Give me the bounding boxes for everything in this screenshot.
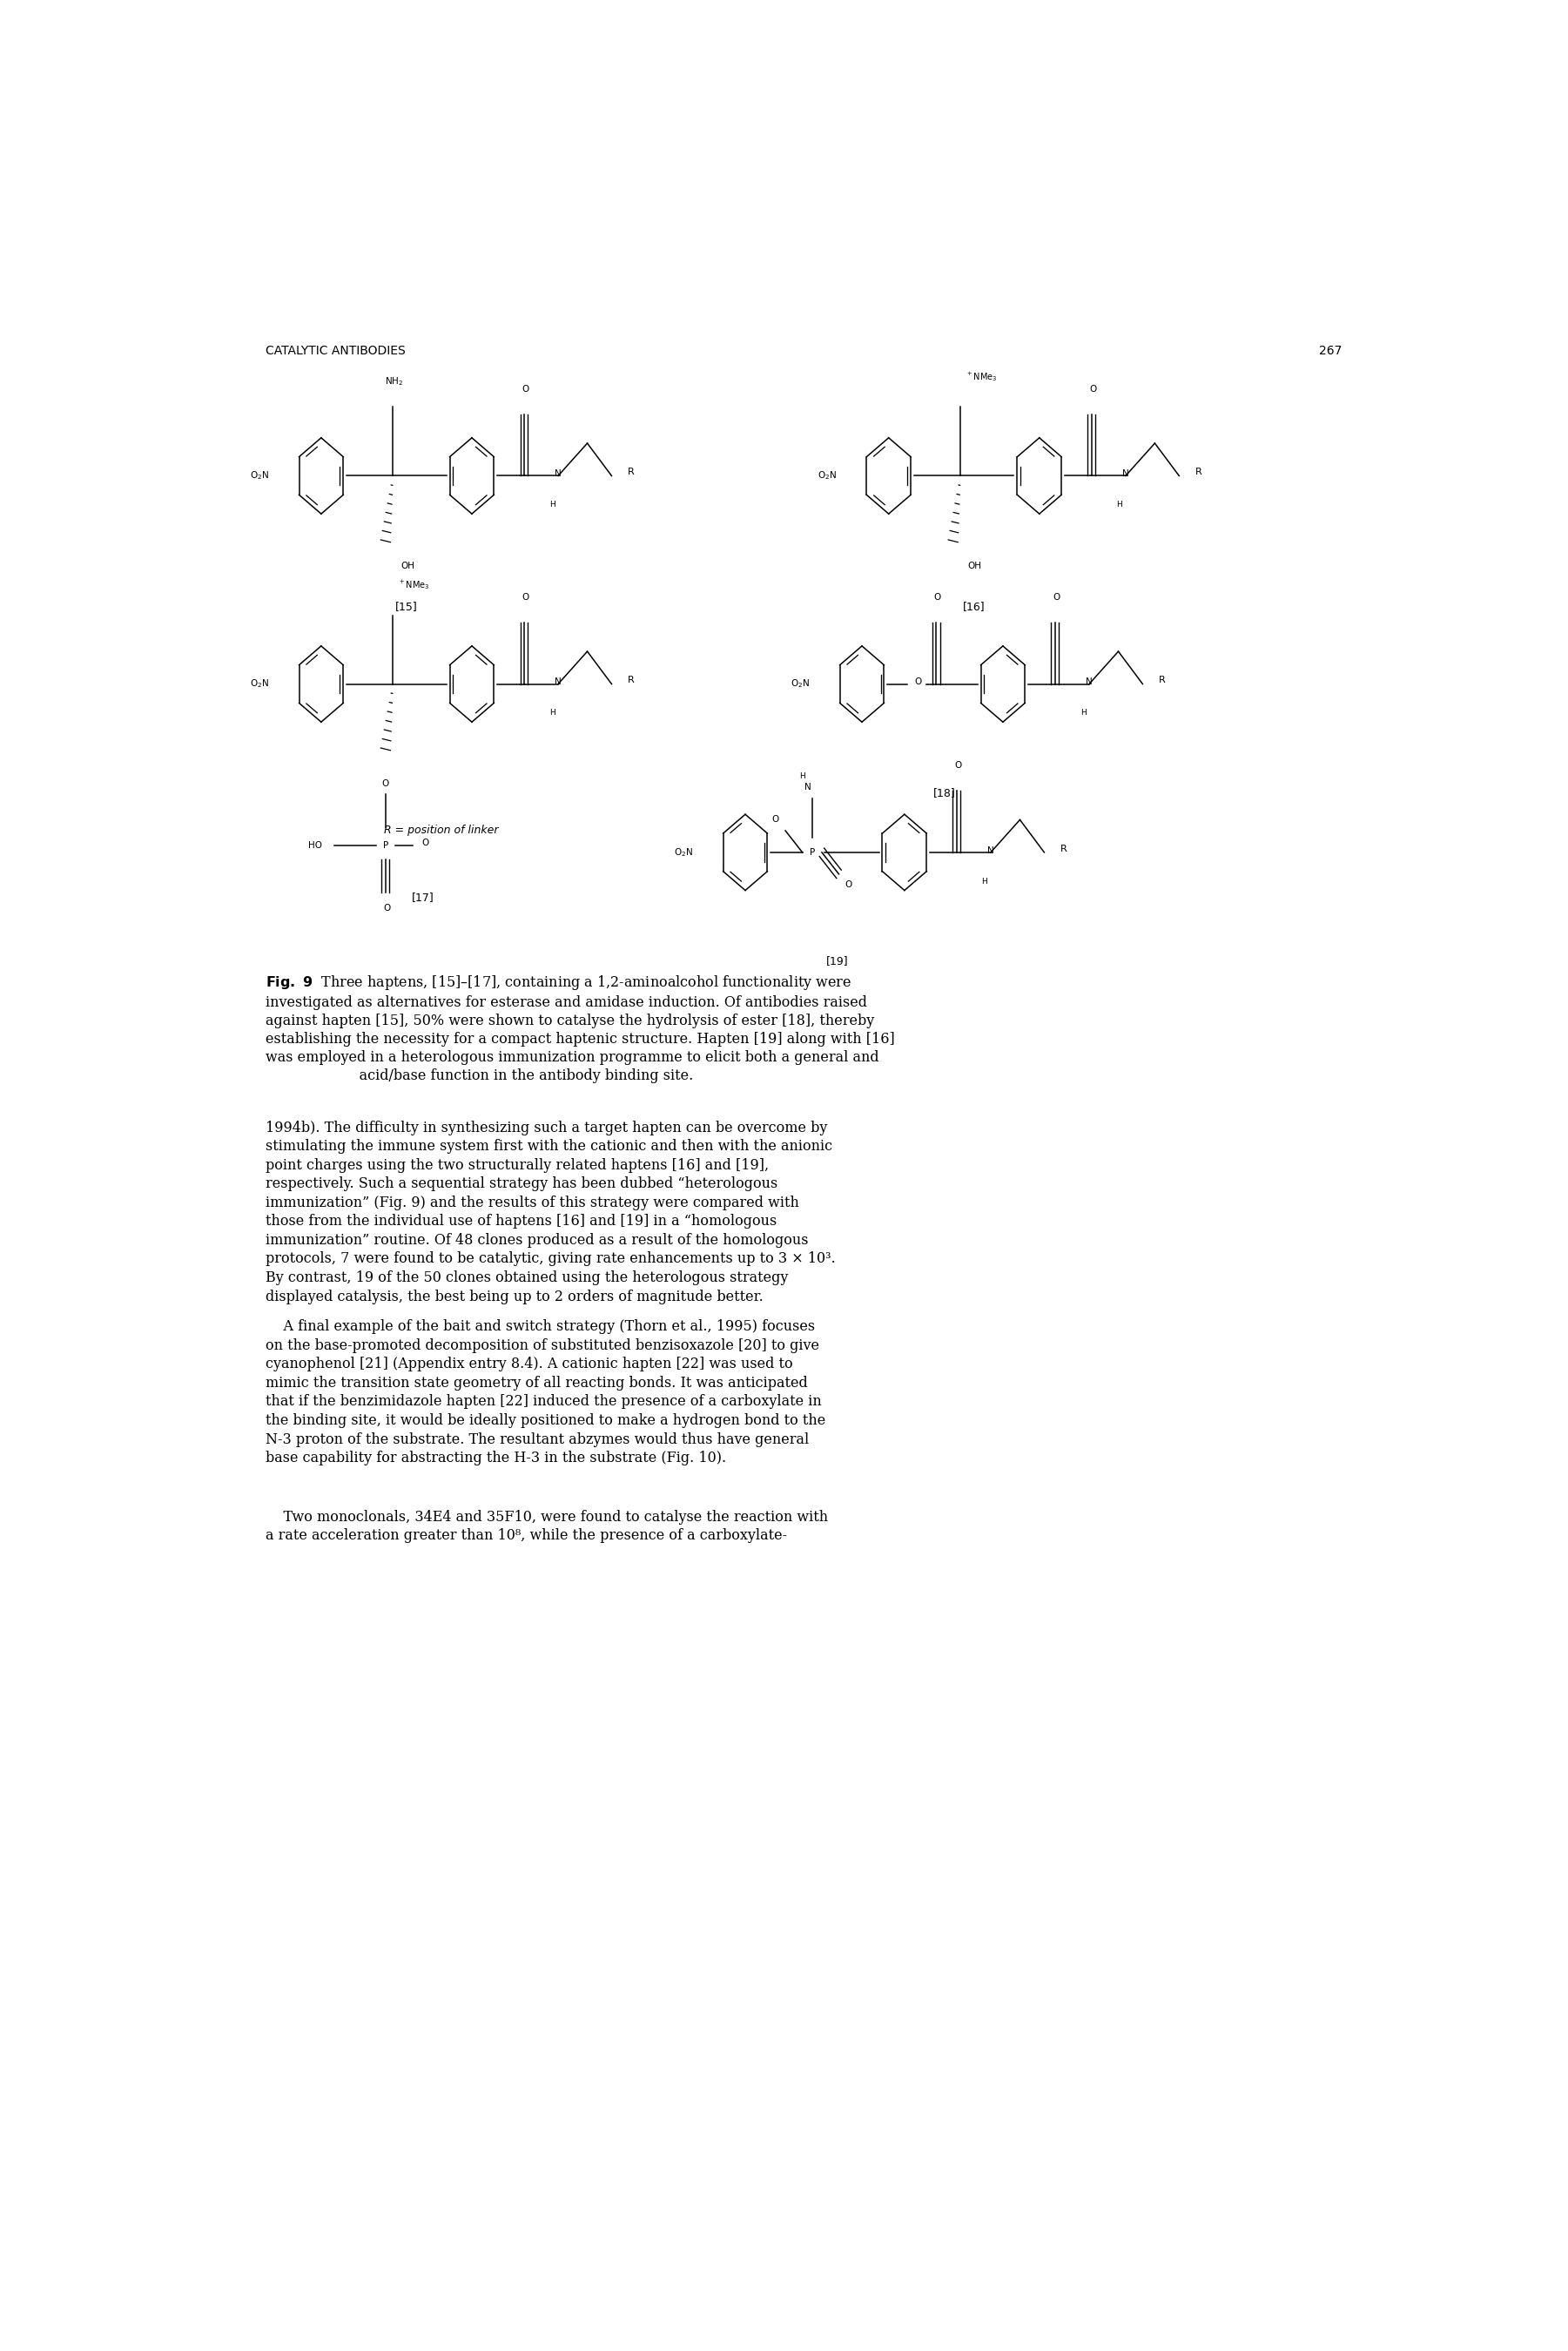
Text: R: R	[627, 677, 633, 684]
Text: [18]: [18]	[933, 788, 956, 799]
Text: P: P	[809, 849, 815, 856]
Text: NH$_2$: NH$_2$	[384, 376, 403, 388]
Text: O: O	[422, 839, 430, 849]
Text: $\bf{Fig.\ 9}$  Three haptens, [15]–[17], containing a 1,2-aminoalcohol function: $\bf{Fig.\ 9}$ Three haptens, [15]–[17],…	[265, 973, 894, 1084]
Text: $^+$NMe$_3$: $^+$NMe$_3$	[398, 578, 430, 590]
Text: O: O	[1052, 592, 1060, 602]
Text: [16]: [16]	[963, 600, 985, 611]
Text: O: O	[383, 778, 389, 788]
Text: $^+$NMe$_3$: $^+$NMe$_3$	[966, 369, 997, 383]
Text: HO: HO	[309, 842, 323, 849]
Text: N: N	[555, 677, 561, 686]
Text: O: O	[522, 592, 528, 602]
Text: O: O	[955, 762, 961, 769]
Text: O: O	[522, 386, 528, 393]
Text: O: O	[1090, 386, 1096, 393]
Text: [15]: [15]	[395, 600, 417, 611]
Text: H: H	[800, 773, 804, 781]
Text: O: O	[771, 816, 779, 825]
Text: H: H	[1116, 501, 1123, 508]
Text: R = position of linker: R = position of linker	[384, 825, 499, 837]
Text: CATALYTIC ANTIBODIES: CATALYTIC ANTIBODIES	[265, 346, 405, 357]
Text: H: H	[982, 877, 988, 886]
Text: O$_2$N: O$_2$N	[249, 677, 270, 689]
Text: O$_2$N: O$_2$N	[790, 677, 809, 689]
Text: R: R	[1060, 844, 1066, 853]
Text: N: N	[1123, 470, 1129, 477]
Text: P: P	[383, 842, 389, 849]
Text: N: N	[1085, 677, 1093, 686]
Text: 267: 267	[1319, 346, 1342, 357]
Text: [19]: [19]	[826, 955, 848, 966]
Text: OH: OH	[967, 562, 982, 571]
Text: H: H	[549, 501, 555, 508]
Text: N: N	[988, 846, 994, 856]
Text: O: O	[914, 677, 922, 686]
Text: OH: OH	[400, 562, 414, 571]
Text: H: H	[549, 710, 555, 717]
Text: O: O	[383, 905, 390, 912]
Text: R: R	[1159, 677, 1165, 684]
Text: O$_2$N: O$_2$N	[817, 470, 836, 482]
Text: R: R	[1195, 468, 1201, 477]
Text: 1994b). The difficulty in synthesizing such a target hapten can be overcome by
s: 1994b). The difficulty in synthesizing s…	[265, 1121, 836, 1305]
Text: O$_2$N: O$_2$N	[674, 846, 693, 858]
Text: H: H	[1080, 710, 1087, 717]
Text: [17]: [17]	[412, 891, 434, 903]
Text: O$_2$N: O$_2$N	[249, 470, 270, 482]
Text: O: O	[933, 592, 941, 602]
Text: Two monoclonals, 34E4 and 35F10, were found to catalyse the reaction with
a rate: Two monoclonals, 34E4 and 35F10, were fo…	[265, 1509, 828, 1542]
Text: N: N	[804, 783, 811, 792]
Text: R: R	[627, 468, 633, 477]
Text: O: O	[845, 882, 851, 889]
Text: N: N	[555, 470, 561, 477]
Text: A final example of the bait and switch strategy (Thorn et al., 1995) focuses
on : A final example of the bait and switch s…	[265, 1319, 825, 1465]
